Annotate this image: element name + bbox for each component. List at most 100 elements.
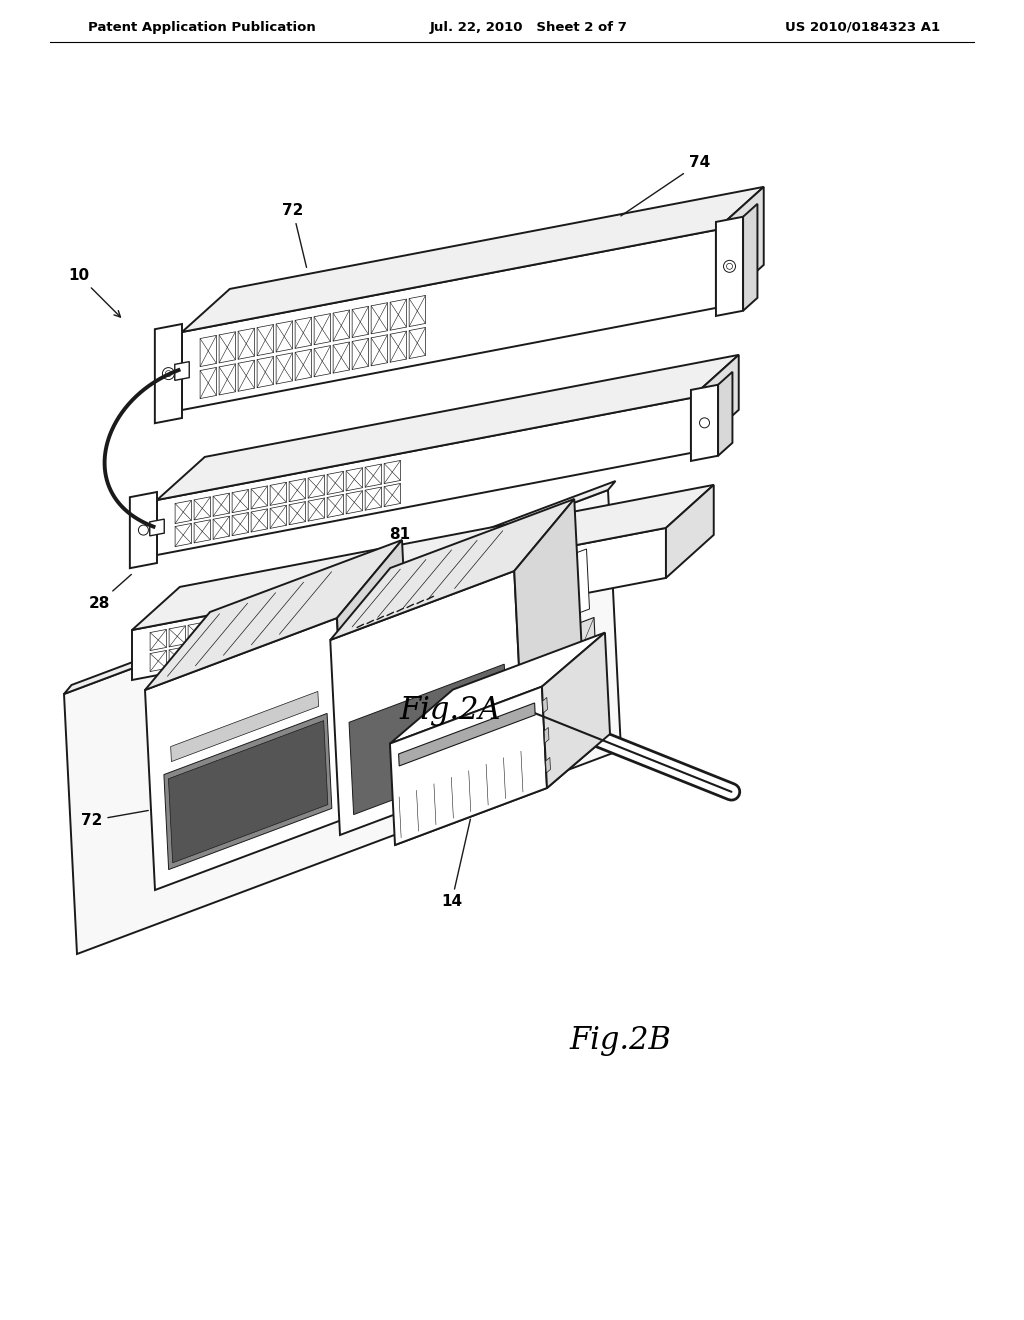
Polygon shape [175,362,189,380]
Polygon shape [327,495,343,517]
Polygon shape [276,352,293,384]
Polygon shape [175,524,191,546]
Polygon shape [295,317,311,348]
Polygon shape [366,487,381,511]
Polygon shape [207,639,223,660]
Polygon shape [151,630,166,651]
Polygon shape [308,475,325,498]
Text: Patent Application Publication: Patent Application Publication [88,21,315,33]
Polygon shape [359,590,376,611]
Polygon shape [245,632,261,653]
Text: Jul. 22, 2010   Sheet 2 of 7: Jul. 22, 2010 Sheet 2 of 7 [430,21,628,33]
Polygon shape [398,704,536,766]
Polygon shape [232,512,249,536]
Polygon shape [200,335,216,367]
Polygon shape [145,618,347,890]
Polygon shape [226,615,243,636]
Polygon shape [691,355,738,453]
Text: US 2010/0184323 A1: US 2010/0184323 A1 [784,21,940,33]
Polygon shape [331,499,574,640]
Polygon shape [164,713,332,870]
Polygon shape [132,484,714,630]
Polygon shape [337,540,412,818]
Polygon shape [743,203,758,310]
Polygon shape [486,642,534,738]
Polygon shape [219,331,236,363]
Polygon shape [155,323,182,424]
Polygon shape [207,619,223,640]
Polygon shape [340,593,356,614]
Polygon shape [257,356,273,388]
Polygon shape [314,314,331,345]
Polygon shape [302,601,318,622]
Polygon shape [195,520,210,543]
Polygon shape [371,335,387,366]
Polygon shape [359,610,376,631]
Polygon shape [352,306,369,338]
Polygon shape [239,329,254,359]
Polygon shape [200,367,216,399]
Polygon shape [346,467,362,491]
Polygon shape [150,519,164,536]
Text: 74: 74 [621,156,710,216]
Polygon shape [188,622,205,643]
Text: Fig.2A: Fig.2A [399,694,501,726]
Polygon shape [245,611,261,632]
Polygon shape [295,350,311,380]
Polygon shape [195,496,210,520]
Polygon shape [352,338,369,370]
Polygon shape [289,479,305,502]
Polygon shape [716,216,743,315]
Polygon shape [251,486,267,510]
Polygon shape [333,342,349,374]
Polygon shape [132,528,666,680]
Polygon shape [322,618,338,639]
Polygon shape [327,471,343,495]
Text: 72: 72 [283,203,306,268]
Polygon shape [333,310,349,341]
Polygon shape [390,632,605,743]
Polygon shape [283,624,299,645]
Polygon shape [130,492,157,568]
Polygon shape [547,549,590,624]
Polygon shape [219,364,236,395]
Polygon shape [213,494,229,516]
Polygon shape [213,516,229,540]
Polygon shape [666,484,714,578]
Polygon shape [691,384,718,461]
Polygon shape [239,360,254,391]
Text: 10: 10 [69,268,121,317]
Text: Fig.2B: Fig.2B [569,1024,671,1056]
Polygon shape [289,502,305,525]
Polygon shape [232,490,249,512]
Polygon shape [514,499,584,766]
Polygon shape [410,327,425,359]
Text: 72: 72 [81,810,148,828]
Polygon shape [276,321,293,352]
Text: 28: 28 [88,574,131,611]
Polygon shape [145,540,402,690]
Polygon shape [264,607,281,628]
Polygon shape [716,187,764,308]
Polygon shape [157,355,738,500]
Polygon shape [340,614,356,635]
Polygon shape [395,734,610,845]
Polygon shape [550,618,598,714]
Polygon shape [283,605,299,626]
Polygon shape [63,480,615,694]
Text: 81: 81 [380,527,411,606]
Polygon shape [157,397,691,554]
Polygon shape [543,697,548,713]
Polygon shape [308,498,325,521]
Text: 80: 80 [260,702,328,719]
Polygon shape [384,461,400,483]
Polygon shape [390,686,547,845]
Polygon shape [169,647,185,668]
Text: 14: 14 [441,820,470,909]
Polygon shape [349,664,509,814]
Polygon shape [314,346,331,376]
Polygon shape [188,643,205,664]
Polygon shape [544,727,549,743]
Polygon shape [151,651,166,672]
Polygon shape [175,500,191,524]
